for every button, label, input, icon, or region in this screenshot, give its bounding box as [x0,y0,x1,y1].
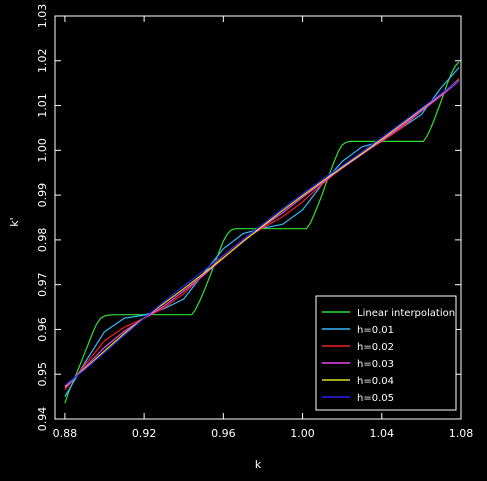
y-tick-label: 0.96 [36,317,49,342]
y-tick-label: 0.94 [36,407,49,432]
x-tick-label: 1.00 [290,427,315,440]
series-line-5 [64,80,460,386]
y-tick-label: 0.97 [36,272,49,297]
series-line-2 [64,78,460,391]
legend: Linear interpolation h=0.01 h=0.02 h=0.03 h=… [315,295,457,411]
tick-layer: 0.88 0.92 0.96 1.00 1.04 1.08 0.94 0.95 0.96 0.97… [36,4,473,440]
legend-label-5: h=0.05 [357,393,394,404]
y-tick-label: 1.02 [36,49,49,74]
series-line-0 [64,61,460,404]
legend-label-3: h=0.03 [357,359,394,370]
legend-label-1: h=0.01 [357,325,394,336]
y-tick-label: 0.99 [36,183,49,208]
legend-box [315,295,457,411]
series-layer [64,61,460,404]
x-axis-label: k [255,458,262,471]
legend-label-0: Linear interpolation [357,308,455,319]
x-tick-label: 0.92 [132,427,157,440]
plot-frame [54,15,462,420]
y-tick-label: 1.03 [36,4,49,29]
legend-label-4: h=0.04 [357,376,394,387]
legend-label-2: h=0.02 [357,342,394,353]
x-tick-label: 1.04 [370,427,395,440]
legend-items: Linear interpolation h=0.01 h=0.02 h=0.03 h=… [322,308,455,404]
y-tick-label: 1.00 [36,138,49,163]
x-tick-label: 0.96 [211,427,236,440]
series-line-3 [64,80,460,389]
x-tick-label: 1.08 [449,427,474,440]
y-axis-label: k' [8,217,21,226]
y-tick-label: 0.98 [36,228,49,253]
series-line-4 [64,79,460,387]
y-tick-label: 1.01 [36,93,49,118]
y-tick-label: 0.95 [36,362,49,387]
x-tick-label: 0.88 [53,427,78,440]
